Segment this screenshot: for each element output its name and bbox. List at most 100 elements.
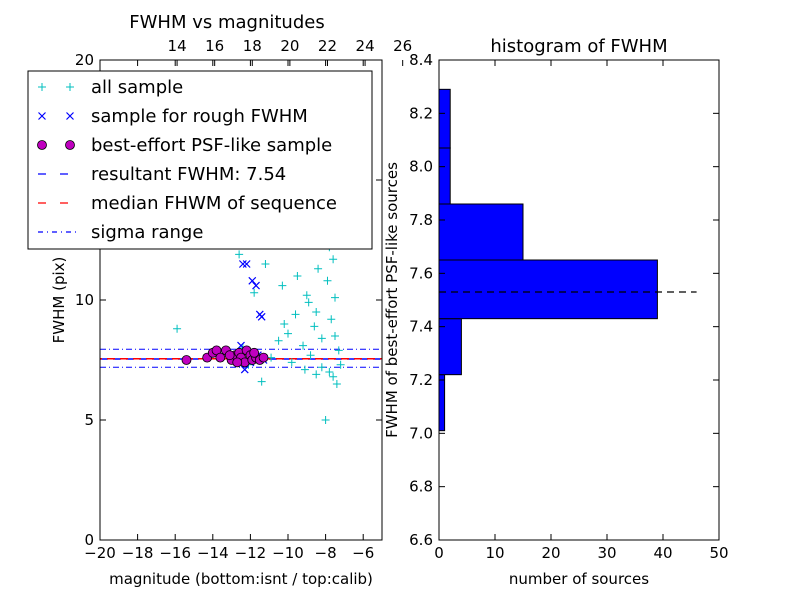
- legend-label: sigma range: [91, 222, 203, 243]
- left-top-tick-label: 14: [168, 37, 187, 55]
- legend: all sample sample for rough FWHM best-effo…: [27, 70, 373, 250]
- psf-sample-point: [258, 352, 269, 363]
- left-y-tick-label: 5: [84, 411, 94, 429]
- all-sample-point: [293, 272, 302, 280]
- legend-label: all sample: [91, 77, 183, 98]
- histogram-bar: [438, 88, 451, 149]
- rough-fwhm-point: [240, 365, 249, 374]
- rough-fwhm-point: [242, 260, 251, 268]
- left-top-tick-label: 20: [280, 37, 299, 55]
- histogram-bar: [438, 374, 446, 432]
- all-sample-point: [306, 351, 315, 360]
- legend-entry: sigma range: [38, 222, 203, 243]
- left-x-tick-label: −14: [197, 544, 229, 562]
- all-sample-point: [310, 322, 319, 331]
- psf-sample-point: [215, 352, 226, 363]
- all-sample-point: [331, 332, 339, 340]
- legend-label: sample for rough FWHM: [91, 106, 308, 127]
- right-y-tick-label: 6.8: [409, 478, 433, 496]
- all-sample-point: [331, 293, 339, 302]
- left-x-tick-label: −12: [235, 544, 267, 562]
- all-sample-point: [317, 334, 326, 343]
- legend-plus-marker: [66, 83, 74, 91]
- legend-entry: resultant FWHM: 7.54: [38, 164, 286, 185]
- left-plot-frame: [99, 59, 383, 541]
- all-sample-point: [278, 281, 287, 290]
- legend-entry: best-effort PSF-like sample: [37, 135, 332, 156]
- left-top-tick-label: 26: [393, 37, 412, 55]
- right-x-tick-label: 40: [653, 544, 672, 562]
- right-x-tick-label: 50: [709, 544, 728, 562]
- all-sample-point: [321, 416, 330, 424]
- left-chart-ylabel: FWHM (pix): [50, 257, 68, 344]
- histogram-bar: [438, 259, 658, 320]
- right-chart-xlabel: number of sources: [509, 570, 649, 588]
- left-top-tick-label: 16: [205, 37, 224, 55]
- left-top-tick-label: 24: [356, 37, 375, 55]
- right-x-tick-label: 10: [485, 544, 504, 562]
- right-chart-ylabel: FWHM of best-effort PSF-like sources: [383, 162, 401, 438]
- all-sample-point: [173, 324, 182, 333]
- psf-sample-point: [181, 355, 192, 365]
- histogram-bar: [438, 203, 524, 261]
- all-sample-point: [280, 320, 289, 328]
- all-sample-point: [284, 329, 292, 338]
- all-sample-point: [323, 276, 332, 285]
- right-y-tick-label: 7.6: [409, 264, 433, 282]
- all-sample-point: [312, 308, 321, 316]
- all-sample-point: [300, 365, 309, 374]
- psf-sample-point: [249, 347, 260, 358]
- left-x-tick-label: −6: [352, 544, 374, 562]
- legend-label: best-effort PSF-like sample: [91, 135, 332, 156]
- right-x-tick-label: 0: [434, 544, 444, 562]
- right-y-tick-label: 6.6: [409, 531, 433, 549]
- right-x-tick-label: 30: [597, 544, 616, 562]
- psf-sample-point: [224, 350, 235, 361]
- all-sample-point: [327, 315, 336, 324]
- all-sample-point: [235, 250, 244, 259]
- left-top-tick-label: 22: [318, 37, 337, 55]
- legend-entry: all sample: [38, 77, 183, 98]
- right-y-tick-label: 7.8: [409, 211, 433, 229]
- psf-sample-point: [232, 357, 243, 368]
- all-sample-point: [329, 255, 338, 264]
- legend-circle-marker: [65, 140, 75, 150]
- left-y-tick-label: 0: [84, 531, 94, 549]
- left-chart-title: FWHM vs magnitudes: [129, 12, 324, 33]
- right-y-tick-label: 8.0: [409, 158, 433, 176]
- left-chart-xlabel: magnitude (bottom:isnt / top:calib): [109, 570, 373, 588]
- right-y-tick-label: 8.4: [409, 51, 433, 69]
- legend-circle-marker: [37, 140, 47, 150]
- right-chart-title: histogram of FWHM: [490, 36, 667, 57]
- right-plot-frame: [438, 59, 720, 541]
- left-x-tick-label: −8: [315, 544, 337, 562]
- histogram-bar: [438, 147, 451, 205]
- right-x-tick-label: 20: [541, 544, 560, 562]
- right-chart: histogram of FWHM number of sources FWHM…: [383, 36, 729, 588]
- legend-x-marker: [66, 112, 74, 120]
- all-sample-point: [317, 363, 326, 372]
- left-x-tick-label: −20: [84, 544, 116, 562]
- all-sample-point: [329, 372, 338, 381]
- all-sample-point: [302, 291, 311, 300]
- rough-fwhm-point: [257, 312, 266, 321]
- all-sample-point: [250, 288, 259, 297]
- left-y-tick-label: 20: [75, 51, 94, 69]
- rough-fwhm-point: [238, 260, 247, 268]
- all-sample-point: [274, 336, 283, 345]
- all-sample-point: [312, 370, 321, 379]
- all-sample-point: [325, 368, 334, 376]
- all-sample-point: [336, 360, 345, 369]
- all-sample-point: [304, 298, 313, 307]
- rough-fwhm-point: [248, 276, 257, 285]
- right-y-tick-label: 7.0: [409, 424, 433, 442]
- legend-plus-marker: [38, 83, 46, 91]
- rough-fwhm-point: [252, 281, 260, 290]
- right-y-tick-label: 7.4: [409, 318, 433, 336]
- all-sample-point: [261, 260, 270, 268]
- legend-label: median FHWM of sequence: [91, 193, 337, 214]
- left-y-tick-label: 10: [75, 291, 94, 309]
- right-y-tick-label: 8.2: [409, 104, 433, 122]
- all-sample-point: [299, 341, 308, 350]
